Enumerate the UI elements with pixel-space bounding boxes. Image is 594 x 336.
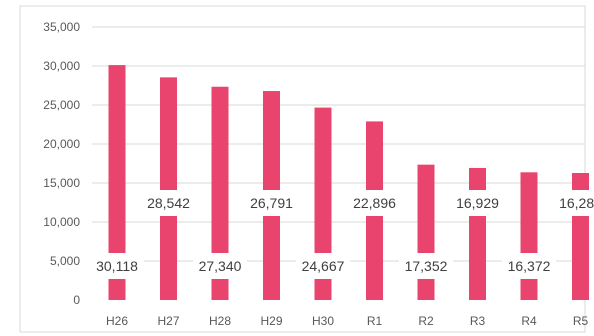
y-tick-label: 30,000	[43, 59, 80, 73]
bar	[417, 164, 435, 300]
data-label-background	[553, 190, 594, 216]
y-tick-label: 25,000	[43, 98, 80, 112]
bar	[314, 107, 332, 300]
y-tick-label: 5,000	[50, 254, 80, 268]
data-label-background	[502, 253, 556, 279]
y-tick-label: 0	[73, 293, 80, 307]
x-tick-label: H29	[260, 314, 282, 328]
data-label-background	[347, 190, 402, 216]
x-tick-label: R5	[573, 314, 589, 328]
data-label-text: 24,667	[302, 258, 345, 274]
bar	[211, 86, 229, 300]
data-label-background	[244, 190, 299, 216]
data-label: 16,929	[450, 190, 505, 216]
data-label: 17,352	[399, 253, 453, 279]
data-label: 22,896	[347, 190, 402, 216]
x-tick-label: H26	[106, 314, 128, 328]
data-label-text: 22,896	[353, 195, 396, 211]
bar	[520, 172, 538, 300]
x-tick-label: R1	[367, 314, 383, 328]
x-tick-label: H30	[312, 314, 334, 328]
data-label-text: 28,542	[147, 195, 190, 211]
data-label-background	[399, 253, 453, 279]
data-label-background	[296, 253, 350, 279]
y-axis-tick-labels: 0 5,000 10,000 15,000 20,000 25,000 30,000 35,0…	[43, 20, 80, 307]
x-tick-label: R4	[521, 314, 537, 328]
data-label-background	[141, 190, 196, 216]
data-label-text: 16,372	[508, 258, 551, 274]
bar	[160, 77, 177, 300]
data-label-text: 17,352	[405, 258, 448, 274]
data-label: 16,372	[502, 253, 556, 279]
bar	[469, 167, 486, 300]
y-tick-label: 35,000	[43, 20, 80, 34]
data-label: 27,340	[193, 253, 247, 279]
y-tick-label: 20,000	[43, 137, 80, 151]
x-axis-tick-labels: H26 H27 H28 H29 H30 R1 R2 R3 R4 R5	[106, 314, 589, 328]
data-label: 28,542	[141, 190, 196, 216]
data-label-text: 16,281	[559, 195, 594, 211]
data-label: 24,667	[296, 253, 350, 279]
data-label: 16,281	[553, 190, 594, 216]
data-label-text: 16,929	[456, 195, 499, 211]
x-tick-label: R2	[418, 314, 434, 328]
y-tick-label: 10,000	[43, 215, 80, 229]
data-label-text: 26,791	[250, 195, 293, 211]
data-label: 30,118	[90, 253, 144, 279]
x-tick-label: R3	[470, 314, 486, 328]
data-label-background	[90, 253, 144, 279]
data-label-background	[193, 253, 247, 279]
data-label-background	[450, 190, 505, 216]
data-labels: 30,118 28,542 27,340 26,791 24,667 22,896 17,3…	[90, 190, 594, 279]
data-label-text: 27,340	[199, 258, 242, 274]
data-label: 26,791	[244, 190, 299, 216]
x-tick-label: H27	[157, 314, 179, 328]
plot-area-border	[19, 5, 586, 333]
bar	[108, 65, 126, 301]
y-tick-label: 15,000	[43, 176, 80, 190]
data-label-text: 30,118	[96, 258, 138, 274]
x-tick-label: H28	[209, 314, 231, 328]
